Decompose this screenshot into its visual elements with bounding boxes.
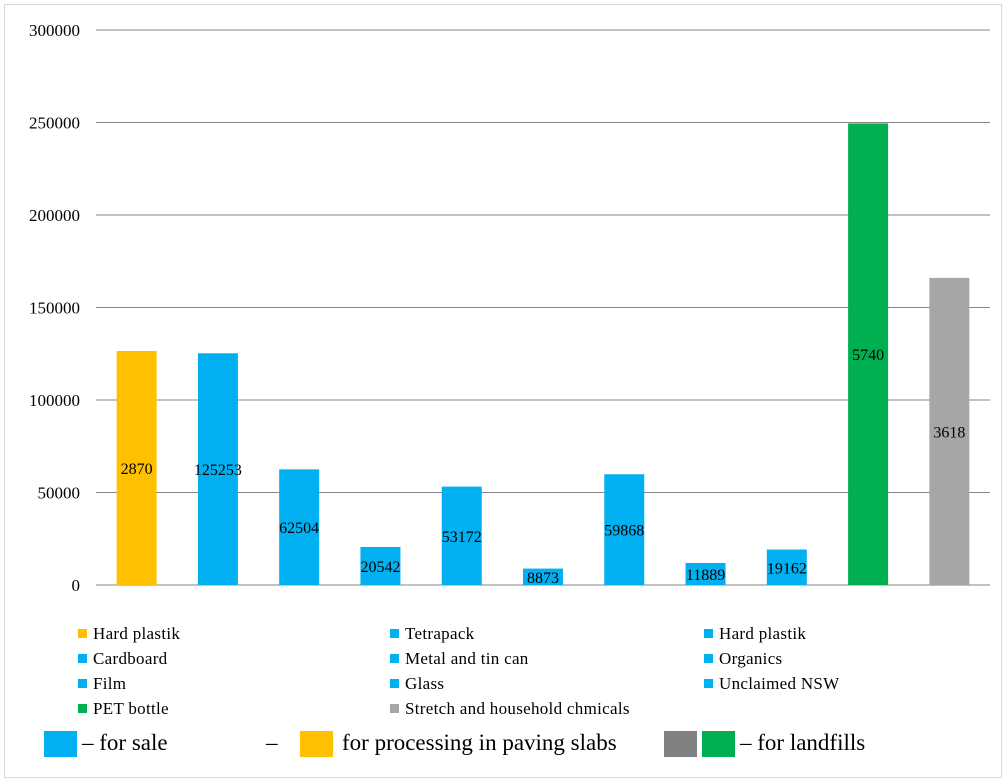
bar bbox=[766, 549, 807, 585]
processing-dash: – bbox=[266, 730, 278, 755]
bar bbox=[116, 350, 157, 585]
y-tick-label: 150000 bbox=[29, 299, 80, 318]
processing-label: for processing in paving slabs bbox=[342, 730, 617, 755]
y-tick-label: 0 bbox=[72, 576, 81, 595]
sale-swatch bbox=[44, 731, 77, 757]
y-tick-label: 300000 bbox=[29, 21, 80, 40]
landfill-green-swatch bbox=[702, 731, 735, 757]
data-label: 11889 bbox=[686, 567, 725, 584]
bar bbox=[604, 474, 645, 585]
bar bbox=[929, 277, 970, 585]
y-tick-label: 200000 bbox=[29, 206, 80, 225]
data-label: 53172 bbox=[442, 529, 482, 546]
processing-swatch bbox=[300, 731, 333, 757]
landfill-gray-swatch bbox=[664, 731, 697, 757]
chart-frame bbox=[4, 4, 1002, 778]
data-label: 5740 bbox=[852, 347, 884, 364]
data-label: 8873 bbox=[527, 570, 559, 587]
y-tick-label: 250000 bbox=[29, 114, 80, 133]
bar bbox=[441, 486, 482, 585]
bar bbox=[279, 469, 320, 585]
data-label: 62504 bbox=[279, 520, 319, 537]
bar bbox=[197, 353, 238, 585]
bar bbox=[685, 563, 726, 585]
data-label: 125253 bbox=[194, 462, 242, 479]
bar bbox=[848, 123, 889, 586]
bar bbox=[523, 568, 563, 585]
landfills-label: – for landfills bbox=[740, 730, 866, 755]
data-label: 59868 bbox=[604, 523, 644, 540]
data-label: 19162 bbox=[767, 560, 807, 577]
data-label: 3618 bbox=[933, 424, 965, 441]
sale-label: – for sale bbox=[82, 730, 168, 755]
data-label: 20542 bbox=[360, 559, 400, 576]
bar bbox=[360, 546, 401, 585]
y-tick-label: 100000 bbox=[29, 391, 80, 410]
data-label: 2870 bbox=[121, 461, 153, 478]
y-tick-label: 50000 bbox=[38, 484, 81, 503]
